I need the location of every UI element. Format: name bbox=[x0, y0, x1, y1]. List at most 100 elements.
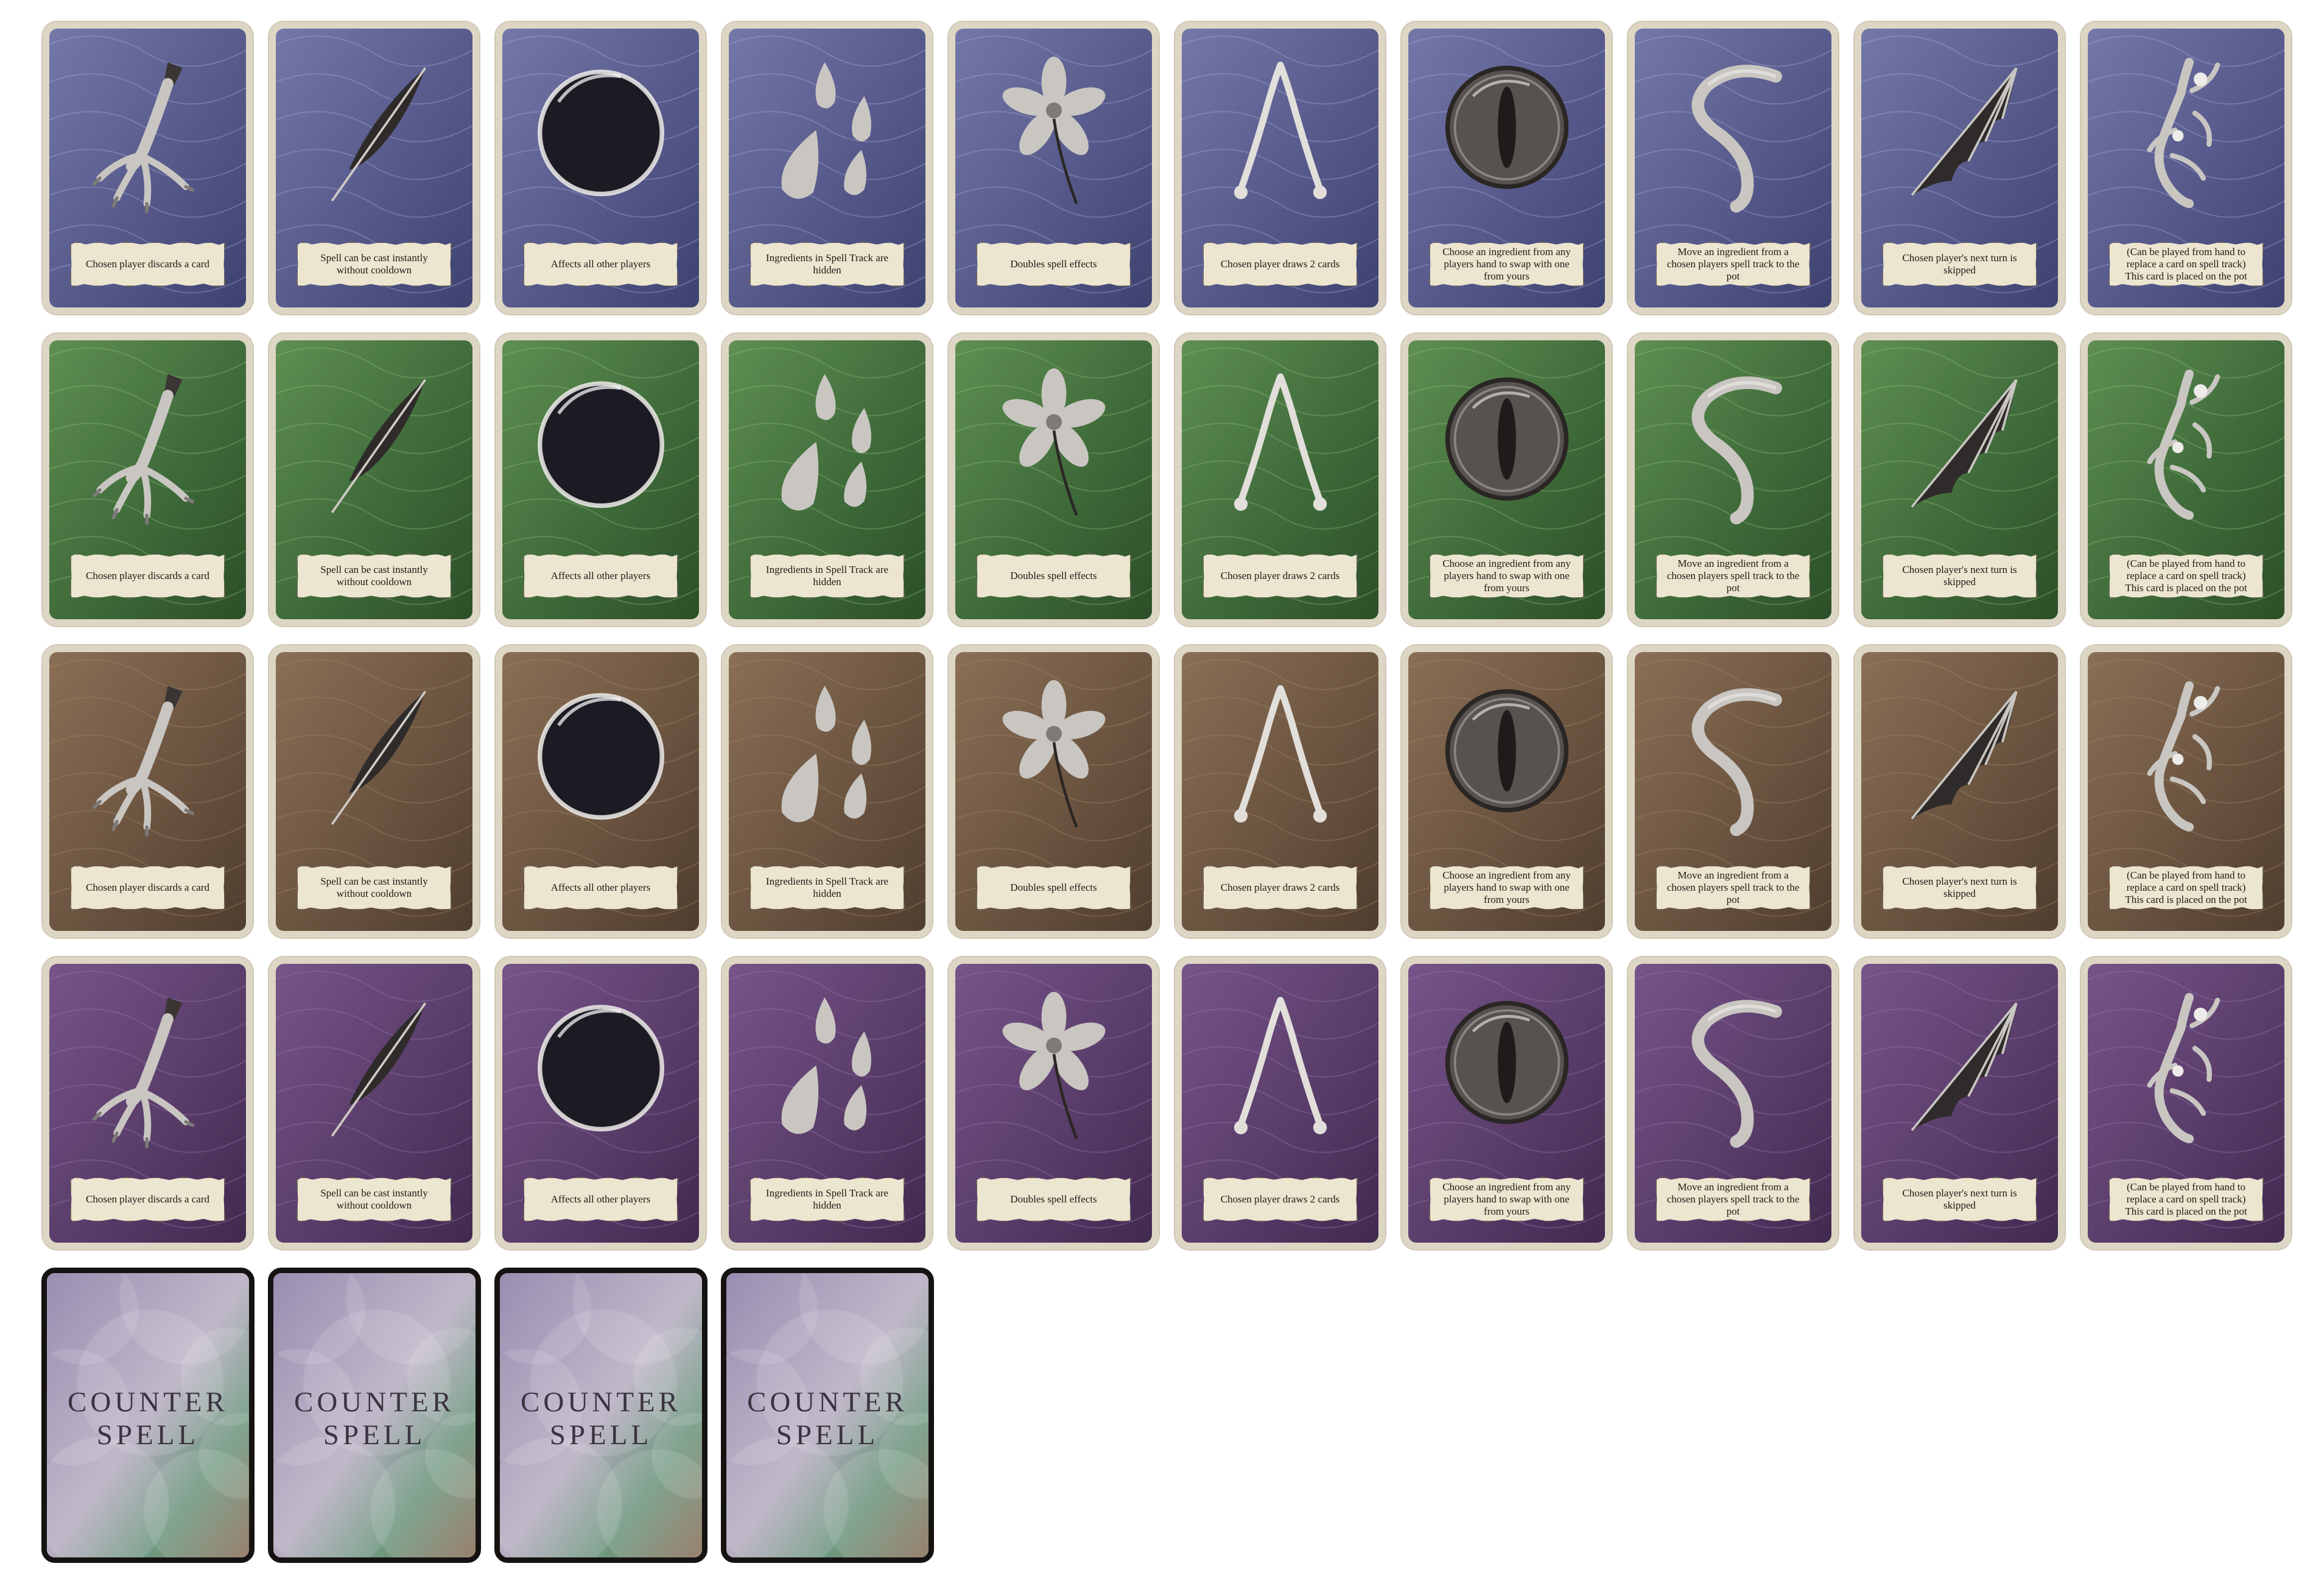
card-effect-text: Affects all other players bbox=[523, 242, 678, 287]
card-effect-text: Spell can be cast instantly without cool… bbox=[297, 865, 452, 910]
counter-spell-card[interactable]: COUNTER SPELL bbox=[268, 1268, 481, 1563]
bat-wing-icon bbox=[1911, 379, 2018, 508]
ingredient-card[interactable]: Move an ingredient from a chosen players… bbox=[1628, 22, 1838, 314]
ingredient-card[interactable]: Chosen player's next turn is skipped bbox=[1855, 22, 2065, 314]
counter-spell-title-line1: COUNTER bbox=[521, 1386, 681, 1418]
card-effect-text: Move an ingredient from a chosen players… bbox=[1655, 1177, 1811, 1222]
ingredient-card[interactable]: Choose an ingredient from any players ha… bbox=[1402, 334, 1612, 626]
ingredient-card[interactable]: Affects all other players bbox=[496, 957, 706, 1249]
card-effect-text: Affects all other players bbox=[523, 1177, 678, 1222]
ingredient-card[interactable]: Chosen player's next turn is skipped bbox=[1855, 645, 2065, 938]
ingredient-card[interactable]: Chosen player's next turn is skipped bbox=[1855, 957, 2065, 1249]
wishbone-icon bbox=[1234, 685, 1327, 823]
card-effect-text: Spell can be cast instantly without cool… bbox=[297, 553, 452, 598]
counter-spell-title-line1: COUNTER bbox=[68, 1386, 228, 1418]
ingredient-card[interactable]: Spell can be cast instantly without cool… bbox=[269, 334, 479, 626]
wishbone-icon bbox=[1234, 373, 1327, 511]
ingredient-card[interactable]: Ingredients in Spell Track are hidden bbox=[722, 645, 932, 938]
ingredient-card[interactable]: Ingredients in Spell Track are hidden bbox=[722, 22, 932, 314]
card-effect-text: Chosen player discards a card bbox=[70, 242, 225, 287]
ingredient-card[interactable]: Choose an ingredient from any players ha… bbox=[1402, 22, 1612, 314]
ingredient-card[interactable]: Chosen player draws 2 cards bbox=[1175, 334, 1385, 626]
orb-icon bbox=[537, 693, 664, 820]
card-effect-text: Chosen player draws 2 cards bbox=[1202, 865, 1358, 910]
tail-icon bbox=[1691, 1000, 1782, 1148]
orb-icon bbox=[537, 69, 664, 197]
card-effect-text: Chosen player discards a card bbox=[70, 553, 225, 598]
bat-wing-icon bbox=[1911, 690, 2018, 820]
ingredient-card[interactable]: Spell can be cast instantly without cool… bbox=[269, 957, 479, 1249]
ingredient-card[interactable]: Ingredients in Spell Track are hidden bbox=[722, 334, 932, 626]
mandrake-icon bbox=[2146, 992, 2220, 1143]
card-effect-text: Choose an ingredient from any players ha… bbox=[1429, 1177, 1584, 1222]
flower-icon bbox=[1002, 368, 1105, 516]
ingredient-card[interactable]: Spell can be cast instantly without cool… bbox=[269, 22, 479, 314]
mandrake-icon bbox=[2146, 57, 2220, 208]
counter-spell-art bbox=[47, 1273, 249, 1557]
ingredient-card[interactable]: Doubles spell effects bbox=[949, 645, 1159, 938]
card-effect-text: Chosen player's next turn is skipped bbox=[1882, 553, 2037, 598]
ingredient-card[interactable]: (Can be played from hand to replace a ca… bbox=[2081, 22, 2291, 314]
counter-spell-card[interactable]: COUNTER SPELL bbox=[721, 1268, 934, 1563]
tail-icon bbox=[1691, 65, 1782, 213]
ingredient-card[interactable]: Doubles spell effects bbox=[949, 334, 1159, 626]
ingredient-card[interactable]: Chosen player draws 2 cards bbox=[1175, 22, 1385, 314]
orb-icon bbox=[537, 1005, 664, 1132]
mandrake-icon bbox=[2146, 681, 2220, 832]
ingredient-card[interactable]: Move an ingredient from a chosen players… bbox=[1628, 957, 1838, 1249]
counter-spell-title: COUNTER SPELL bbox=[500, 1386, 702, 1451]
ingredient-card[interactable]: Chosen player's next turn is skipped bbox=[1855, 334, 2065, 626]
ingredient-card[interactable]: Move an ingredient from a chosen players… bbox=[1628, 334, 1838, 626]
ingredient-card[interactable]: Doubles spell effects bbox=[949, 22, 1159, 314]
mandrake-icon bbox=[2146, 369, 2220, 520]
ingredient-card[interactable]: Doubles spell effects bbox=[949, 957, 1159, 1249]
card-effect-text: Move an ingredient from a chosen players… bbox=[1655, 865, 1811, 910]
counter-spell-art bbox=[273, 1273, 476, 1557]
ingredient-card[interactable]: Affects all other players bbox=[496, 22, 706, 314]
feather-icon bbox=[331, 690, 426, 825]
card-effect-text: (Can be played from hand to replace a ca… bbox=[2108, 242, 2264, 287]
card-effect-text: Spell can be cast instantly without cool… bbox=[297, 242, 452, 287]
ingredient-card[interactable]: Chosen player draws 2 cards bbox=[1175, 957, 1385, 1249]
ingredient-card[interactable]: Chosen player discards a card bbox=[43, 334, 253, 626]
drops-icon bbox=[781, 686, 871, 823]
counter-spell-art bbox=[726, 1273, 929, 1557]
ingredient-card[interactable]: (Can be played from hand to replace a ca… bbox=[2081, 957, 2291, 1249]
eye-icon bbox=[1445, 65, 1568, 189]
claw-icon bbox=[92, 686, 194, 837]
drops-icon bbox=[781, 374, 871, 511]
card-effect-text: Doubles spell effects bbox=[976, 242, 1131, 287]
tail-icon bbox=[1691, 376, 1782, 525]
card-effect-text: Choose an ingredient from any players ha… bbox=[1429, 553, 1584, 598]
eye-icon bbox=[1445, 1000, 1568, 1125]
ingredient-card[interactable]: Chosen player discards a card bbox=[43, 22, 253, 314]
ingredient-card[interactable]: Affects all other players bbox=[496, 645, 706, 938]
card-effect-text: Chosen player's next turn is skipped bbox=[1882, 242, 2037, 287]
ingredient-card[interactable]: Choose an ingredient from any players ha… bbox=[1402, 645, 1612, 938]
counter-spell-card[interactable]: COUNTER SPELL bbox=[41, 1268, 255, 1563]
ingredient-card[interactable]: Move an ingredient from a chosen players… bbox=[1628, 645, 1838, 938]
ingredient-card[interactable]: Chosen player discards a card bbox=[43, 645, 253, 938]
counter-spell-title-line2: SPELL bbox=[323, 1419, 426, 1451]
card-effect-text: (Can be played from hand to replace a ca… bbox=[2108, 1177, 2264, 1222]
counter-spell-title-line1: COUNTER bbox=[294, 1386, 455, 1418]
ingredient-card[interactable]: Affects all other players bbox=[496, 334, 706, 626]
feather-icon bbox=[331, 67, 426, 202]
counter-spell-title: COUNTER SPELL bbox=[273, 1386, 476, 1451]
card-effect-text: Spell can be cast instantly without cool… bbox=[297, 1177, 452, 1222]
ingredient-card[interactable]: Chosen player discards a card bbox=[43, 957, 253, 1249]
ingredient-card[interactable]: Chosen player draws 2 cards bbox=[1175, 645, 1385, 938]
flower-icon bbox=[1002, 680, 1105, 828]
ingredient-card[interactable]: (Can be played from hand to replace a ca… bbox=[2081, 645, 2291, 938]
card-effect-text: Affects all other players bbox=[523, 553, 678, 598]
card-effect-text: Ingredients in Spell Track are hidden bbox=[750, 1177, 905, 1222]
card-effect-text: Choose an ingredient from any players ha… bbox=[1429, 865, 1584, 910]
ingredient-card[interactable]: (Can be played from hand to replace a ca… bbox=[2081, 334, 2291, 626]
counter-spell-card[interactable]: COUNTER SPELL bbox=[494, 1268, 707, 1563]
wishbone-icon bbox=[1234, 997, 1327, 1134]
ingredient-card[interactable]: Spell can be cast instantly without cool… bbox=[269, 645, 479, 938]
ingredient-card[interactable]: Ingredients in Spell Track are hidden bbox=[722, 957, 932, 1249]
card-effect-text: Chosen player discards a card bbox=[70, 1177, 225, 1222]
ingredient-card[interactable]: Choose an ingredient from any players ha… bbox=[1402, 957, 1612, 1249]
bat-wing-icon bbox=[1911, 1002, 2018, 1131]
